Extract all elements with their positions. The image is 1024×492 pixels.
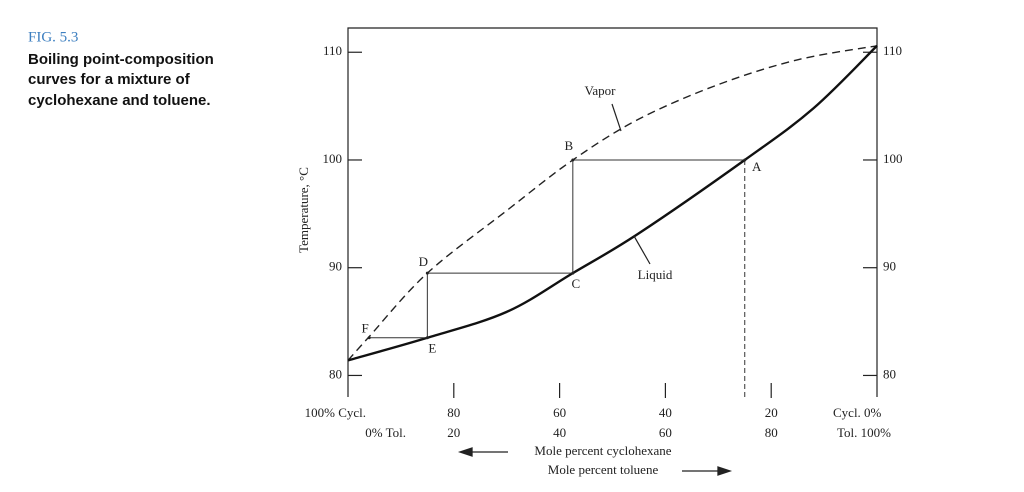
y2-tick-label: 110	[883, 43, 902, 58]
x2-tick-label: 20	[447, 425, 460, 440]
y-tick-label: 110	[323, 43, 342, 58]
x-tick-label: Cycl. 0%	[833, 405, 882, 420]
x2-tick-label: 0% Tol.	[365, 425, 406, 440]
x-tick-label: 20	[765, 405, 778, 420]
point	[425, 271, 429, 275]
point-label: A	[752, 159, 762, 174]
point	[571, 158, 575, 162]
x-tick-label: 40	[659, 405, 672, 420]
point	[425, 336, 429, 340]
caption-line: curves for a mixture of	[28, 71, 191, 88]
point	[367, 336, 371, 340]
arrow-head	[457, 447, 473, 457]
curve-solid	[347, 44, 878, 362]
x2-tick-label: 60	[659, 425, 672, 440]
y-tick-label: 80	[329, 366, 342, 381]
y2-tick-label: 80	[883, 366, 896, 381]
x2-tick-label: Tol. 100%	[837, 425, 891, 440]
series-label: Liquid	[638, 267, 673, 282]
arrow-head	[717, 466, 733, 476]
caption-line: cyclohexane and toluene.	[28, 92, 211, 109]
point	[743, 158, 747, 162]
y-axis-label: Temperature, °C	[296, 167, 311, 253]
x2-axis-label: Mole percent toluene	[548, 462, 659, 477]
point-label: C	[571, 276, 580, 291]
frame	[347, 27, 878, 397]
y2-tick-label: 100	[883, 151, 903, 166]
leader-line	[633, 235, 651, 265]
point-label: F	[362, 321, 369, 336]
series-label: Vapor	[584, 83, 616, 98]
arrows	[457, 447, 733, 476]
caption-line: Boiling point-composition	[28, 51, 214, 68]
x-tick-label: 60	[553, 405, 566, 420]
y-tick-label: 90	[329, 259, 342, 274]
plot-frame	[347, 27, 878, 397]
leader-line	[611, 103, 622, 132]
x-tick-label: 80	[447, 405, 460, 420]
point	[571, 271, 575, 275]
figure-number: FIG. 5.3	[28, 29, 78, 45]
point-label: B	[564, 138, 573, 153]
x-tick-label: 100% Cycl.	[305, 405, 366, 420]
point-label: E	[428, 341, 436, 356]
x2-tick-label: 40	[553, 425, 566, 440]
x2-tick-label: 80	[765, 425, 778, 440]
y-tick-label: 100	[323, 151, 343, 166]
y2-tick-label: 90	[883, 259, 896, 274]
x-axis-label: Mole percent cyclohexane	[534, 443, 671, 458]
point-label: D	[419, 254, 428, 269]
